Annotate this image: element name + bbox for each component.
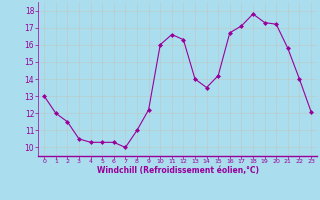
X-axis label: Windchill (Refroidissement éolien,°C): Windchill (Refroidissement éolien,°C) bbox=[97, 166, 259, 175]
